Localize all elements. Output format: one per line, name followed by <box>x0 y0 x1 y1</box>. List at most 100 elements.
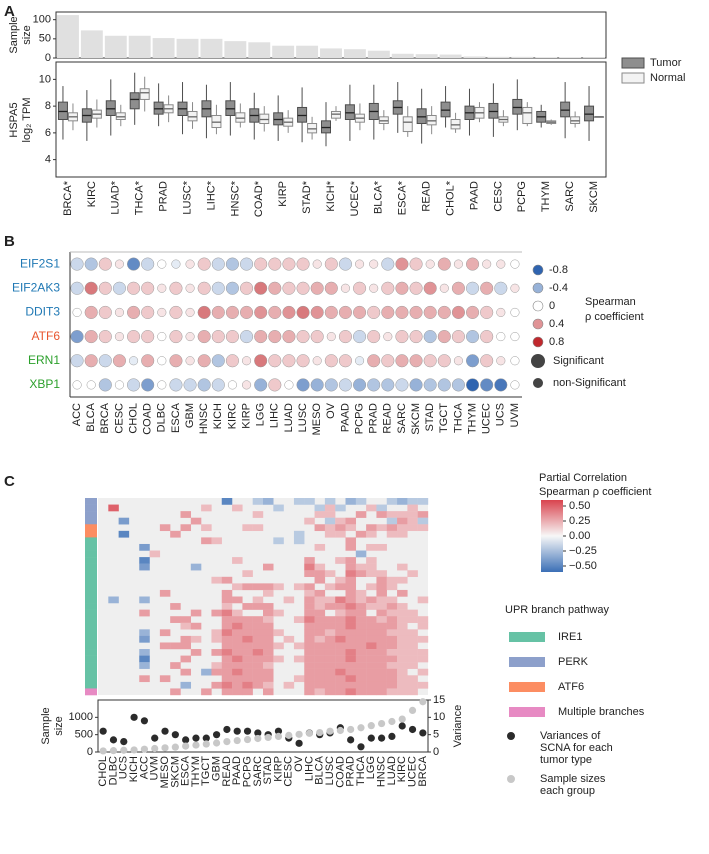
heatmap-cell <box>335 530 346 538</box>
colorbar-tick-label: −0.50 <box>569 560 597 572</box>
heatmap-cell <box>397 662 408 669</box>
heatmap-cell <box>386 576 398 584</box>
heatmap-cell <box>211 662 222 669</box>
heatmap-cell <box>324 675 336 683</box>
branch-cell <box>85 649 97 656</box>
heatmap-cell <box>386 629 398 637</box>
branch-cell <box>85 622 97 630</box>
heatmap-cell <box>304 635 315 643</box>
heatmap-cell <box>345 622 357 630</box>
dot <box>84 305 98 319</box>
scatter-point <box>274 732 283 741</box>
heatmap-cell <box>355 668 367 676</box>
dot <box>268 378 282 392</box>
heatmap-cell <box>293 537 305 545</box>
dot <box>381 378 395 392</box>
heatmap-cell <box>304 629 315 637</box>
heatmap-cell <box>221 655 233 663</box>
scatter-point <box>130 746 138 754</box>
branch-cell <box>85 681 97 689</box>
heatmap-cell <box>273 583 284 591</box>
scatter-point <box>109 736 118 744</box>
box <box>512 98 523 115</box>
scatter-point <box>264 733 272 742</box>
heatmap-cell <box>397 609 408 617</box>
heatmap-cell <box>263 583 274 591</box>
rotated-label: BRCA <box>417 755 429 786</box>
legend-label: Sample sizes <box>540 773 606 785</box>
dot <box>451 378 465 392</box>
heatmap-cell <box>397 576 408 584</box>
heatmap-cell <box>283 635 295 643</box>
heatmap-cell <box>180 635 192 643</box>
heatmap-cell <box>324 622 336 630</box>
heatmap-cell <box>242 635 253 643</box>
dot <box>437 330 451 344</box>
heatmap-cell <box>293 655 305 663</box>
heatmap-cell <box>366 570 377 577</box>
heatmap-cell <box>386 596 398 604</box>
heatmap-cell <box>304 688 315 696</box>
legend-dot <box>532 282 544 294</box>
dot <box>240 330 254 344</box>
heatmap-cell <box>304 662 315 669</box>
heatmap-cell <box>355 530 367 538</box>
dot <box>338 378 352 392</box>
heatmap-cell <box>242 524 253 532</box>
heatmap-cell <box>170 688 181 696</box>
heatmap-cell <box>345 668 357 676</box>
heatmap-cell <box>335 609 346 617</box>
legend-size <box>531 354 545 368</box>
heatmap-cell <box>252 662 264 669</box>
branch-cell <box>85 609 97 617</box>
dot <box>369 259 379 269</box>
heatmap-cell <box>252 511 264 518</box>
dot <box>496 356 506 366</box>
rotated-label: HNSC <box>198 403 210 434</box>
dot <box>340 283 350 293</box>
dot <box>423 378 437 392</box>
dot <box>423 354 437 368</box>
branch-cell <box>85 589 97 597</box>
heatmap-cell <box>252 498 264 505</box>
rotated-label: CESC <box>492 181 504 212</box>
heatmap-cell <box>232 557 243 564</box>
heatmap-cell <box>397 589 408 597</box>
heatmap-cell <box>242 662 253 669</box>
heatmap-cell <box>345 570 357 577</box>
heatmap-cell <box>273 629 284 637</box>
legend-label: tumor type <box>540 754 592 766</box>
heatmap-cell <box>263 655 274 663</box>
heatmap-cell <box>345 635 357 643</box>
heatmap-cell <box>324 498 336 505</box>
dot <box>141 281 155 295</box>
dot <box>211 257 225 271</box>
rotated-label: UVM <box>509 403 521 427</box>
dot <box>437 257 451 271</box>
heatmap-cell <box>345 649 357 656</box>
dot <box>98 378 112 392</box>
box <box>450 119 461 130</box>
dot <box>353 378 367 392</box>
rotated-label: KICH <box>128 756 140 782</box>
dot <box>84 281 98 295</box>
box <box>259 113 270 125</box>
branch-cell <box>85 517 97 525</box>
heatmap-cell <box>252 655 264 663</box>
dot <box>127 305 141 319</box>
heatmap-cell <box>345 681 357 689</box>
branch-cell <box>85 563 97 571</box>
heatmap-cell <box>263 675 274 683</box>
scatter-point <box>233 736 241 745</box>
heatmap-cell <box>211 649 222 656</box>
heatmap-cell <box>304 642 315 650</box>
rotated-label: CHOL* <box>444 180 456 216</box>
heatmap-cell <box>345 596 357 604</box>
bar <box>57 15 79 59</box>
bar <box>128 35 151 58</box>
bar <box>463 56 486 58</box>
scatter-point <box>367 734 375 742</box>
heatmap-cell <box>263 498 274 505</box>
heatmap-cell <box>263 635 274 643</box>
